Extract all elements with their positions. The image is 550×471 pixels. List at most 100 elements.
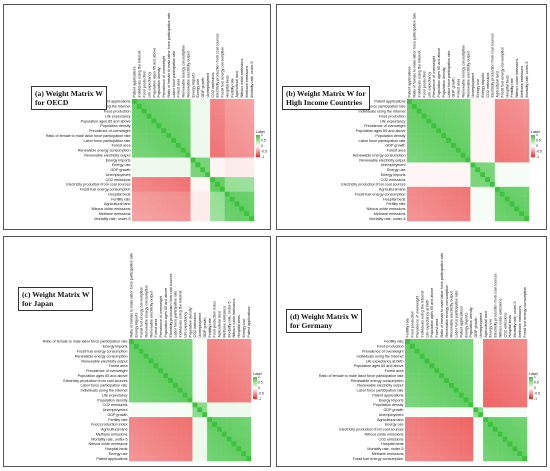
heatmap-cell: [419, 441, 425, 447]
heatmap-cell: [143, 368, 149, 374]
legend-swatch: [529, 385, 533, 387]
heatmap-cell: [421, 113, 427, 119]
heatmap-cell: [180, 216, 186, 222]
heatmap-cell: [133, 348, 140, 354]
heatmap-cell: [489, 216, 496, 222]
heatmap-cell: [216, 397, 222, 403]
heatmap-cell: [465, 167, 471, 173]
heatmap-cell: [465, 152, 471, 158]
heatmap-cell: [241, 431, 247, 437]
heatmap-cell: [473, 456, 479, 462]
heatmap-cell: [512, 436, 518, 442]
heatmap-cell: [200, 142, 206, 149]
legend-swatch: [529, 378, 533, 380]
heatmap-cell: [234, 177, 240, 183]
heatmap-cell: [441, 162, 447, 168]
heatmap-cell: [475, 123, 481, 129]
heatmap-cell: [195, 211, 201, 217]
heatmap-cell: [249, 172, 255, 178]
heatmap-cell: [166, 177, 172, 183]
heatmap-cell: [132, 133, 138, 139]
heatmap-cell: [519, 138, 525, 144]
heatmap-cell: [200, 162, 206, 168]
heatmap-cell: [439, 426, 445, 432]
heatmap-cell: [504, 103, 510, 110]
heatmap-cell: [182, 446, 188, 452]
heatmap-cell: [249, 157, 255, 163]
heatmap-cell: [419, 402, 425, 408]
heatmap-cell: [485, 191, 491, 197]
heatmap-cell: [524, 99, 530, 105]
heatmap-cell: [229, 206, 235, 212]
heatmap-cell: [153, 339, 159, 345]
heatmap-cell: [455, 172, 461, 178]
heatmap-cell: [151, 108, 157, 114]
heatmap-cell: [489, 118, 496, 124]
row-label: Renewable electricity output: [84, 153, 130, 157]
heatmap-cell: [502, 363, 508, 369]
heatmap-cell: [489, 177, 496, 183]
heatmap-cell: [207, 431, 213, 437]
heatmap-cell: [197, 451, 203, 457]
heatmap-cell: [239, 147, 245, 153]
heatmap-cell: [450, 167, 457, 173]
heatmap-cell: [234, 118, 240, 124]
heatmap-cell: [441, 118, 447, 124]
heatmap-cell: [180, 186, 186, 192]
heatmap-cell: [434, 397, 440, 403]
heatmap-cell: [210, 113, 216, 119]
heatmap-cell: [244, 211, 250, 217]
heatmap-cell: [241, 368, 247, 374]
heatmap-cell: [192, 387, 198, 393]
heatmap-cell: [470, 118, 476, 124]
heatmap-cell: [436, 157, 442, 163]
heatmap-cell: [458, 358, 464, 364]
heatmap-cell: [416, 206, 422, 212]
heatmap-cell: [424, 451, 430, 457]
heatmap-cell: [207, 397, 213, 403]
heatmap-cell: [441, 172, 447, 178]
column-label: Population ages 65 and above: [430, 288, 434, 338]
legend-swatch: [253, 379, 257, 381]
heatmap-cell: [197, 446, 203, 452]
heatmap-cell: [426, 152, 432, 158]
heatmap-cell: [463, 436, 469, 442]
legend-tick: -1: [261, 155, 264, 159]
heatmap-cell: [424, 402, 430, 408]
heatmap-cell: [434, 358, 440, 364]
heatmap-cell: [226, 412, 232, 418]
heatmap-cell: [226, 426, 232, 432]
heatmap-cell: [519, 196, 525, 202]
heatmap-cell: [468, 343, 474, 350]
heatmap-cell: [231, 431, 237, 437]
heatmap-cell: [405, 426, 411, 432]
heatmap-cell: [507, 348, 513, 354]
heatmap-cell: [455, 99, 461, 105]
heatmap-cell: [436, 113, 442, 119]
column-label: Energy imports: [481, 73, 485, 98]
heatmap-cell: [210, 123, 216, 129]
heatmap-cell: [524, 128, 530, 134]
heatmap-cell: [221, 436, 227, 442]
heatmap-cell: [210, 103, 216, 110]
heatmap-cell: [494, 152, 500, 158]
heatmap-cell: [197, 431, 203, 437]
heatmap-cell: [409, 392, 416, 398]
heatmap-cell: [156, 113, 162, 119]
column-label: Food production: [142, 71, 146, 98]
heatmap-cell: [161, 196, 167, 202]
heatmap-cell: [504, 142, 510, 149]
heatmap-cell: [411, 113, 418, 119]
heatmap-cell: [524, 167, 530, 173]
heatmap-cell: [210, 152, 216, 158]
heatmap-cell: [185, 186, 191, 192]
heatmap-cell: [221, 378, 227, 384]
heatmap-cell: [473, 353, 479, 359]
heatmap-cell: [485, 162, 491, 168]
heatmap-cell: [460, 201, 466, 207]
heatmap-cell: [489, 108, 496, 114]
heatmap-cell: [450, 191, 457, 197]
heatmap-cell: [202, 339, 208, 345]
heatmap-cell: [494, 201, 500, 207]
